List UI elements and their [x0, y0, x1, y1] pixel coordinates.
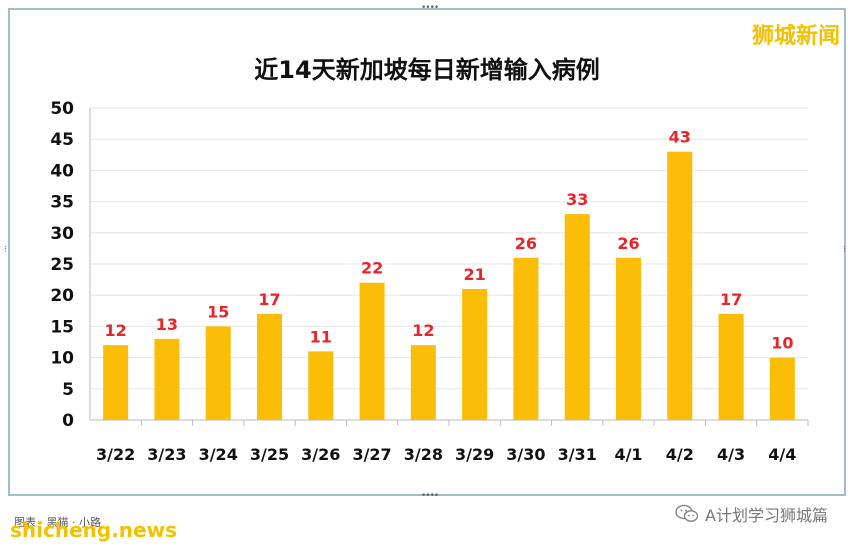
data-label: 33	[566, 190, 588, 209]
x-tick-label: 3/22	[96, 445, 135, 464]
bar	[154, 338, 180, 420]
x-tick-label: 3/23	[147, 445, 186, 464]
x-tick-label: 3/25	[250, 445, 289, 464]
y-tick-label: 10	[50, 349, 74, 369]
bar	[462, 288, 488, 420]
bar	[616, 257, 641, 420]
x-tick-label: 4/3	[717, 445, 745, 464]
data-label: 17	[720, 290, 742, 309]
y-tick-label: 5	[62, 380, 74, 400]
data-label: 15	[207, 302, 229, 321]
x-tick-label: 3/31	[558, 445, 597, 464]
data-label: 13	[156, 315, 178, 334]
bar	[769, 357, 795, 420]
wechat-account-name: A计划学习狮城篇	[705, 506, 828, 525]
data-label: 11	[310, 327, 332, 346]
x-tick-label: 3/28	[404, 445, 443, 464]
resize-handle-right[interactable]: ⁝	[843, 245, 846, 255]
bar	[308, 351, 334, 420]
y-tick-label: 35	[50, 193, 74, 213]
y-tick-label: 45	[50, 130, 74, 150]
bar	[513, 257, 539, 420]
data-label: 12	[105, 321, 127, 340]
bar	[359, 282, 385, 420]
data-label: 22	[361, 259, 383, 278]
data-label: 21	[464, 265, 486, 284]
bar	[205, 326, 231, 420]
bar	[718, 313, 744, 420]
x-tick-label: 3/24	[199, 445, 238, 464]
data-label: 43	[669, 128, 691, 147]
x-tick-label: 3/26	[301, 445, 340, 464]
resize-handle-left[interactable]: ⁝	[4, 245, 7, 255]
x-tick-label: 4/4	[768, 445, 796, 464]
footer-note: 图表 · 黑猫 · 小路	[14, 516, 101, 529]
x-tick-label: 3/29	[455, 445, 494, 464]
y-tick-label: 20	[50, 286, 74, 306]
x-tick-label: 3/27	[352, 445, 391, 464]
bar	[410, 345, 436, 420]
data-label: 26	[617, 234, 639, 253]
bar	[103, 345, 129, 420]
bar	[564, 214, 590, 420]
wechat-account[interactable]: A计划学习狮城篇	[675, 502, 828, 526]
y-tick-label: 30	[50, 224, 74, 244]
y-tick-label: 15	[50, 317, 74, 337]
data-label: 10	[771, 334, 793, 353]
x-tick-label: 3/30	[506, 445, 545, 464]
resize-handle-bottom[interactable]: ••••	[421, 491, 439, 501]
site-watermark: shicheng.news	[10, 518, 177, 542]
x-tick-label: 4/1	[614, 445, 642, 464]
data-label: 26	[515, 234, 537, 253]
data-label: 12	[412, 321, 434, 340]
bar	[667, 151, 693, 420]
y-tick-label: 40	[50, 161, 74, 181]
bar	[257, 313, 282, 420]
y-tick-label: 0	[62, 411, 74, 431]
y-tick-label: 50	[50, 99, 74, 119]
chart-title: 近14天新加坡每日新增输入病例	[254, 56, 600, 84]
wechat-icon	[675, 504, 699, 524]
brand-watermark: 狮城新闻	[751, 24, 840, 49]
x-tick-label: 4/2	[666, 445, 694, 464]
resize-handle-top[interactable]: ••••	[421, 3, 439, 13]
data-label: 17	[258, 290, 280, 309]
y-tick-label: 25	[50, 255, 74, 275]
